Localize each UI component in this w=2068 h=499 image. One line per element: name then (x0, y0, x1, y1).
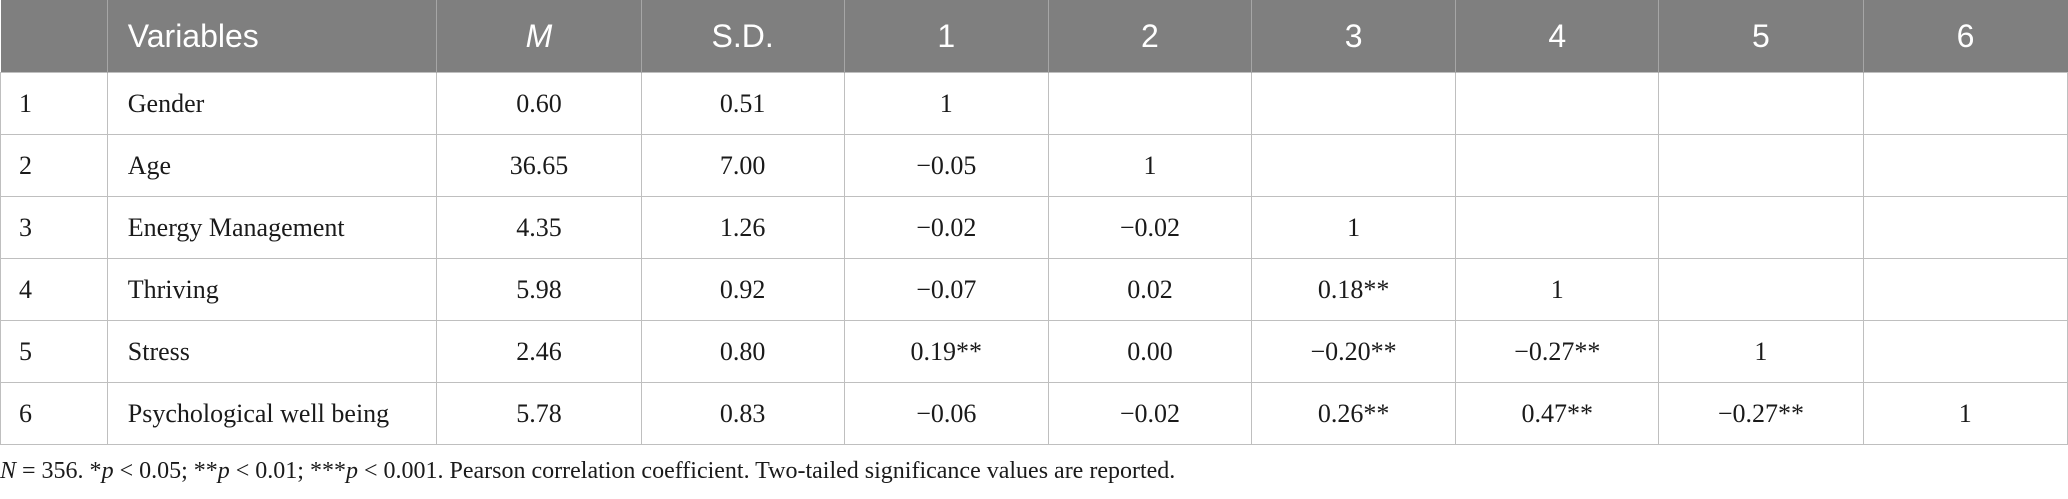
footnote-p3-text: < 0.001. Pearson correlation coefficient… (357, 458, 1176, 484)
table-row: 1 Gender 0.60 0.51 1 (0, 72, 2068, 135)
header-col-3: 3 (1251, 0, 1457, 73)
header-variables: Variables (107, 0, 438, 73)
corr-cell (1862, 134, 2068, 197)
corr-cell (1862, 258, 2068, 321)
corr-cell: −0.27** (1658, 382, 1864, 445)
corr-cell: −0.06 (843, 382, 1049, 445)
sd-cell: 1.26 (640, 196, 845, 259)
corr-cell: 1 (1862, 382, 2068, 445)
corr-cell: −0.07 (843, 258, 1049, 321)
correlation-table: Variables M S.D. 1 2 3 4 5 6 1 Gender 0.… (0, 0, 2068, 445)
corr-cell (1658, 258, 1864, 321)
header-col-1: 1 (844, 0, 1049, 73)
corr-cell: 0.02 (1047, 258, 1252, 321)
header-col-4: 4 (1455, 0, 1660, 73)
table-footnote: N = 356. *p < 0.05; **p < 0.01; ***p < 0… (0, 458, 1175, 485)
corr-cell (1455, 196, 1660, 259)
header-col-2: 2 (1048, 0, 1252, 73)
corr-cell (1455, 72, 1660, 135)
corr-cell: 1 (1455, 258, 1660, 321)
row-index: 6 (0, 382, 108, 445)
header-mean: M (436, 0, 642, 73)
footnote-n-label: N (0, 458, 17, 484)
header-sd: S.D. (641, 0, 845, 73)
footnote-n-value: = 356. * (16, 458, 102, 484)
corr-cell (1455, 134, 1660, 197)
corr-cell (1250, 134, 1457, 197)
corr-cell (1250, 72, 1457, 135)
table-row: 4 Thriving 5.98 0.92 −0.07 0.02 0.18** 1 (0, 258, 2068, 321)
variable-name: Energy Management (106, 196, 438, 259)
corr-cell (1047, 72, 1252, 135)
row-index: 3 (0, 196, 108, 259)
variable-name: Psychological well being (106, 382, 438, 445)
corr-cell: 1 (1047, 134, 1252, 197)
footnote-p-symbol: p (101, 458, 114, 484)
corr-cell (1862, 72, 2068, 135)
footnote-p-symbol: p (217, 458, 230, 484)
corr-cell: 0.26** (1250, 382, 1457, 445)
corr-cell: −0.02 (1047, 382, 1252, 445)
corr-cell (1658, 72, 1864, 135)
sd-cell: 0.80 (640, 320, 845, 383)
corr-cell: 1 (843, 72, 1049, 135)
row-index: 5 (0, 320, 108, 383)
variable-name: Age (106, 134, 438, 197)
sd-cell: 7.00 (640, 134, 845, 197)
footnote-p-symbol: p (345, 458, 358, 484)
table-row: 2 Age 36.65 7.00 −0.05 1 (0, 134, 2068, 197)
table-row: 5 Stress 2.46 0.80 0.19** 0.00 −0.20** −… (0, 320, 2068, 383)
variable-name: Thriving (106, 258, 438, 321)
mean-cell: 5.98 (436, 258, 642, 321)
corr-cell (1658, 134, 1864, 197)
corr-cell: 0.19** (843, 320, 1049, 383)
header-col-6: 6 (1863, 0, 2068, 73)
corr-cell: 0.00 (1047, 320, 1252, 383)
sd-cell: 0.83 (640, 382, 845, 445)
row-index: 2 (0, 134, 108, 197)
footnote-p1-text: < 0.05; ** (113, 458, 218, 484)
mean-cell: 2.46 (436, 320, 642, 383)
header-row: Variables M S.D. 1 2 3 4 5 6 (0, 0, 2068, 73)
mean-cell: 5.78 (436, 382, 642, 445)
sd-cell: 0.92 (640, 258, 845, 321)
row-index: 1 (0, 72, 108, 135)
corr-cell: 1 (1250, 196, 1457, 259)
corr-cell (1862, 196, 2068, 259)
mean-cell: 4.35 (436, 196, 642, 259)
mean-cell: 36.65 (436, 134, 642, 197)
corr-cell (1862, 320, 2068, 383)
corr-cell: −0.02 (843, 196, 1049, 259)
variable-name: Gender (106, 72, 438, 135)
corr-cell: 1 (1658, 320, 1864, 383)
corr-cell: −0.05 (843, 134, 1049, 197)
header-col-5: 5 (1658, 0, 1864, 73)
mean-cell: 0.60 (436, 72, 642, 135)
table-row: 3 Energy Management 4.35 1.26 −0.02 −0.0… (0, 196, 2068, 259)
footnote-p2-text: < 0.01; *** (229, 458, 346, 484)
variable-name: Stress (106, 320, 438, 383)
corr-cell: −0.27** (1455, 320, 1660, 383)
table-row: 6 Psychological well being 5.78 0.83 −0.… (0, 382, 2068, 445)
corr-cell (1658, 196, 1864, 259)
corr-cell: −0.20** (1250, 320, 1457, 383)
corr-cell: −0.02 (1047, 196, 1252, 259)
corr-cell: 0.47** (1455, 382, 1660, 445)
row-index: 4 (0, 258, 108, 321)
corr-cell: 0.18** (1250, 258, 1457, 321)
header-index (0, 0, 108, 73)
sd-cell: 0.51 (640, 72, 845, 135)
